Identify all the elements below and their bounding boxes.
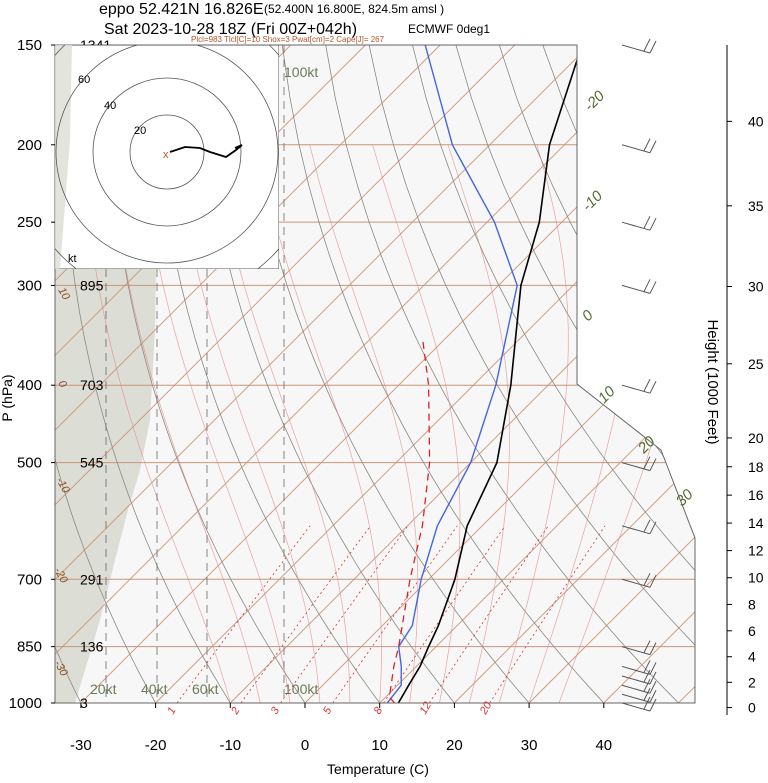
height-tick-label: 16: [748, 487, 764, 503]
height-tick-label: 30: [748, 279, 764, 295]
height-label: 895: [80, 277, 104, 293]
hodograph-ring-label: 40: [104, 100, 116, 112]
height-tick-label: 20: [748, 430, 764, 446]
hodograph-inset: 20 40 60 kt x: [19, 4, 315, 300]
wind-ring-label-bottom: 40kt: [141, 681, 168, 697]
pressure-tick-label: 700: [17, 571, 42, 588]
temperature-tick-label: -30: [70, 737, 92, 754]
pressure-tick-label: 850: [17, 639, 42, 656]
temperature-tick-label: 40: [595, 737, 612, 754]
height-tick-label: 25: [748, 356, 764, 372]
wind-ring-label-top: 100kt: [284, 64, 318, 80]
height-tick-label: 2: [748, 674, 756, 690]
y2-axis-label: Height (1000 Feet): [704, 319, 721, 444]
temperature-tick-label: -10: [219, 737, 241, 754]
temperature-tick-label: -20: [145, 737, 167, 754]
wind-ring-label-bottom: 60kt: [192, 681, 219, 697]
pressure-tick-label: 400: [17, 377, 42, 394]
wind-ring-label-bottom: 20kt: [90, 681, 117, 697]
pressure-tick-label: 250: [17, 214, 42, 231]
height-label: 291: [80, 571, 104, 587]
height-tick-label: 6: [748, 623, 756, 639]
height-tick-label: 4: [748, 649, 756, 665]
x-axis-label: Temperature (C): [327, 761, 429, 777]
hodograph-ring-label: 20: [134, 125, 146, 137]
title-coords: (52.400N 16.800E, 824.5m amsl ): [264, 2, 444, 16]
hodograph-ring-label: 60: [78, 74, 90, 86]
height-tick-label: 8: [748, 596, 756, 612]
pressure-tick-label: 150: [17, 37, 42, 54]
title-model: ECMWF 0deg1: [408, 22, 490, 36]
height-tick-label: 18: [748, 459, 764, 475]
pressure-tick-label: 1000: [9, 695, 42, 712]
wind-ring-label-bottom: 100kt: [284, 681, 318, 697]
temperature-tick-label: 20: [446, 737, 463, 754]
height-tick-label: 35: [748, 198, 764, 214]
height-tick-label: 14: [748, 515, 764, 531]
y-axis-label: P (hPa): [0, 374, 15, 421]
height-label: 545: [80, 455, 104, 471]
height-tick-label: 12: [748, 543, 764, 559]
height-label: 703: [80, 377, 104, 393]
indices-text: Plcl=983 Tlcl[C]=10 Shox=3 Pwat[cm]=2 Ca…: [191, 35, 385, 44]
hodograph-center-marker: x: [163, 149, 169, 161]
height-label: 136: [80, 639, 104, 655]
height-tick-label: 10: [748, 570, 764, 586]
height-tick-label: 0: [748, 700, 756, 716]
pressure-tick-label: 200: [17, 137, 42, 154]
pressure-tick-label: 300: [17, 277, 42, 294]
title-station: eppo 52.421N 16.826E: [99, 1, 264, 18]
temperature-tick-label: 0: [301, 737, 309, 754]
height-tick-label: 40: [748, 113, 764, 129]
temperature-tick-label: 10: [371, 737, 388, 754]
pressure-tick-label: 500: [17, 455, 42, 472]
temperature-tick-label: 30: [521, 737, 538, 754]
hodograph-unit-label: kt: [68, 253, 77, 265]
